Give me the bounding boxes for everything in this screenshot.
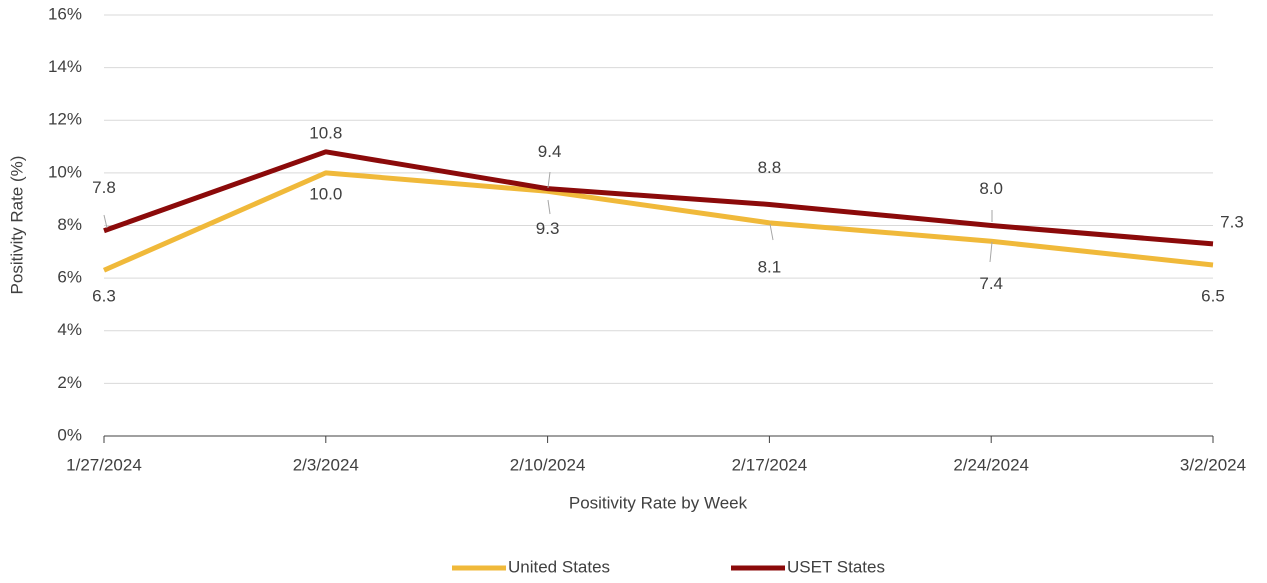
data-label: 8.0: [979, 179, 1003, 198]
data-label: 7.3: [1220, 212, 1244, 231]
y-tick-label: 6%: [57, 268, 82, 287]
data-label: 9.3: [536, 219, 560, 238]
y-tick-label: 10%: [48, 162, 82, 181]
y-tick-label: 2%: [57, 373, 82, 392]
data-label: 7.4: [979, 274, 1003, 293]
x-axis-title: Positivity Rate by Week: [569, 493, 748, 512]
leader-line: [989, 241, 993, 263]
data-label: 8.8: [758, 158, 782, 177]
x-tick-label: 2/17/2024: [732, 455, 808, 474]
x-tick-label: 3/2/2024: [1180, 455, 1246, 474]
legend-label: United States: [508, 557, 610, 576]
x-tick-label: 1/27/2024: [66, 455, 142, 474]
data-label: 7.8: [92, 178, 116, 197]
leader-line: [103, 214, 108, 229]
y-tick-label: 12%: [48, 110, 82, 129]
x-tick-label: 2/10/2024: [510, 455, 586, 474]
y-tick-label: 16%: [48, 4, 82, 23]
data-label: 6.3: [92, 287, 116, 306]
leader-line: [547, 199, 551, 215]
y-tick-label: 4%: [57, 320, 82, 339]
data-label: 8.1: [758, 257, 782, 276]
data-label: 10.0: [309, 184, 342, 203]
leader-line: [547, 171, 551, 189]
data-label: 6.5: [1201, 286, 1225, 305]
series-line: [103, 149, 1214, 247]
legend-label: USET States: [787, 557, 885, 576]
data-label: 9.4: [538, 142, 562, 161]
series-line: [102, 170, 1214, 273]
y-tick-label: 8%: [57, 215, 82, 234]
y-tick-label: 0%: [57, 425, 82, 444]
data-label: 10.8: [309, 123, 342, 142]
y-axis-title: Positivity Rate (%): [7, 156, 26, 295]
leader-line: [769, 223, 774, 241]
y-tick-label: 14%: [48, 57, 82, 76]
x-tick-label: 2/3/2024: [293, 455, 359, 474]
x-tick-label: 2/24/2024: [953, 455, 1029, 474]
